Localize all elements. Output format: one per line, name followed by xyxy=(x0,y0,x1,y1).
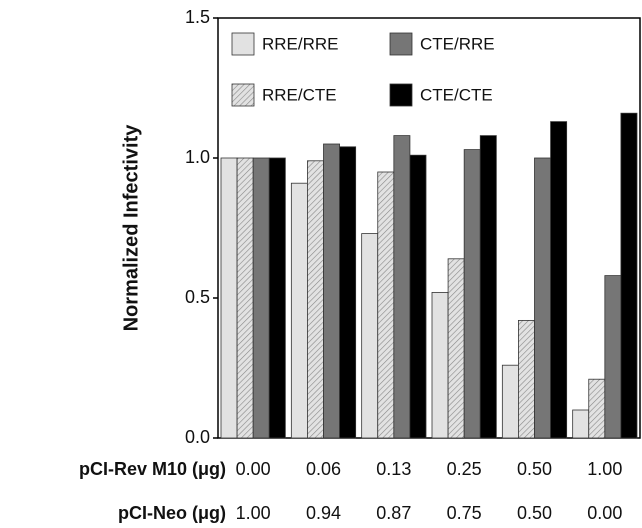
legend-label: CTE/RRE xyxy=(420,34,495,53)
secondary-x-tick-label: 0.50 xyxy=(517,503,552,523)
bar xyxy=(361,233,379,439)
legend-swatch xyxy=(231,32,255,56)
y-tick-label: 0.0 xyxy=(185,427,210,447)
bar xyxy=(290,182,308,439)
bar xyxy=(479,135,497,439)
bar xyxy=(431,291,449,439)
bar xyxy=(550,121,568,439)
x-tick-label: 0.13 xyxy=(376,459,411,479)
bar xyxy=(518,319,535,439)
secondary-x-tick-label: 1.00 xyxy=(236,503,271,523)
bar xyxy=(236,157,254,439)
secondary-x-tick-label: 0.94 xyxy=(306,503,341,523)
y-axis-label: Normalized Infectivity xyxy=(120,124,142,332)
x-tick-label: 0.50 xyxy=(517,459,552,479)
bar xyxy=(393,135,411,439)
legend-label: CTE/CTE xyxy=(420,85,493,104)
bar xyxy=(604,275,622,439)
x-axis-label: pCI-Rev M10 (μg) xyxy=(79,459,226,479)
x-tick-label: 0.06 xyxy=(306,459,341,479)
secondary-x-label: pCI-Neo (μg) xyxy=(118,503,226,523)
bar xyxy=(268,157,286,439)
y-tick-label: 0.5 xyxy=(185,287,210,307)
legend-swatch xyxy=(389,32,413,56)
bar xyxy=(534,157,551,439)
legend-swatch xyxy=(231,83,255,107)
bar xyxy=(220,157,238,439)
y-tick-label: 1.0 xyxy=(185,147,210,167)
bar xyxy=(339,146,357,439)
plot-frame xyxy=(217,17,641,439)
secondary-x-tick-label: 0.87 xyxy=(376,503,411,523)
legend-label: RRE/CTE xyxy=(262,85,337,104)
bar xyxy=(307,160,324,439)
x-tick-label: 0.00 xyxy=(236,459,271,479)
bar xyxy=(588,378,606,439)
secondary-x-tick-label: 0.00 xyxy=(587,503,622,523)
bar xyxy=(323,143,340,439)
x-tick-label: 1.00 xyxy=(587,459,622,479)
bar xyxy=(447,258,465,439)
x-tick-label: 0.25 xyxy=(447,459,482,479)
bar xyxy=(501,364,519,439)
bar xyxy=(620,112,638,439)
bar xyxy=(252,157,270,439)
legend-label: RRE/RRE xyxy=(262,34,339,53)
secondary-x-tick-label: 0.75 xyxy=(447,503,482,523)
y-tick-label: 1.5 xyxy=(185,7,210,27)
bar xyxy=(377,171,395,439)
bar xyxy=(409,154,427,439)
bar xyxy=(463,149,481,439)
legend-swatch xyxy=(389,83,413,107)
bar xyxy=(572,409,590,439)
